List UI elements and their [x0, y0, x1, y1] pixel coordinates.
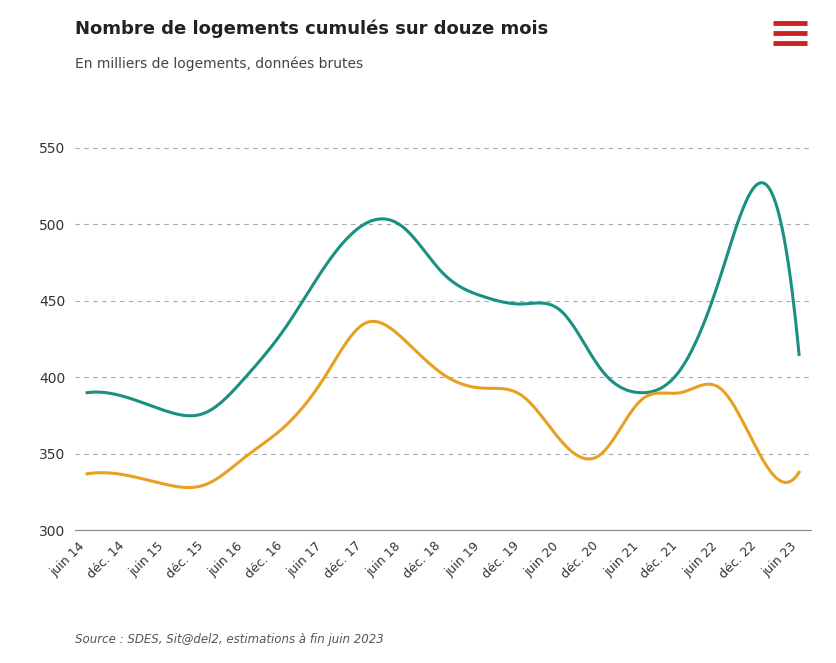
Text: Source : SDES, Sit@del2, estimations à fin juin 2023: Source : SDES, Sit@del2, estimations à f… — [75, 633, 384, 646]
Text: Nombre de logements cumulés sur douze mois: Nombre de logements cumulés sur douze mo… — [75, 20, 548, 38]
Text: En milliers de logements, données brutes: En milliers de logements, données brutes — [75, 56, 364, 71]
